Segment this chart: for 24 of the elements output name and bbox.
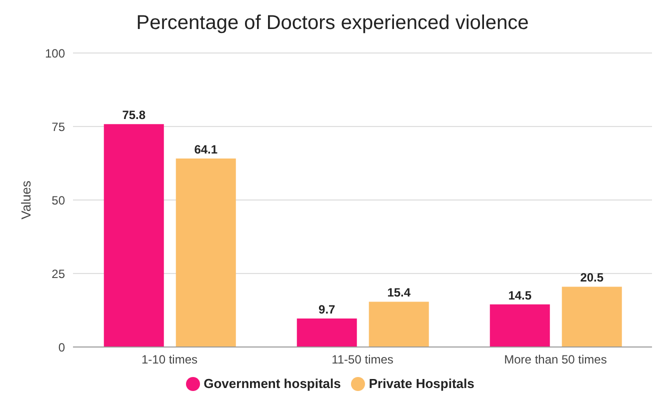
x-tick-label: More than 50 times (504, 352, 607, 367)
y-axis-title: Values (18, 180, 34, 220)
data-label: 15.4 (387, 286, 411, 300)
legend-label: Private Hospitals (368, 376, 474, 391)
bar (176, 158, 236, 347)
x-tick-label: 1-10 times (141, 352, 198, 367)
data-label: 20.5 (580, 270, 604, 285)
y-tick-label: 50 (52, 193, 66, 208)
y-tick-label: 100 (44, 46, 66, 60)
x-tick-label: 11-50 times (332, 352, 394, 367)
bar (490, 304, 550, 347)
data-label: 9.7 (318, 302, 336, 316)
legend-label: Government hospitals (204, 376, 341, 391)
data-label: 75.8 (122, 108, 146, 122)
chart-title: Percentage of Doctors experienced violence (135, 11, 530, 36)
bar (368, 302, 429, 347)
y-tick-label: 75 (52, 120, 66, 134)
data-label: 14.5 (508, 288, 532, 302)
bar (104, 124, 164, 347)
y-tick-label: 25 (52, 266, 66, 281)
bar (562, 286, 622, 347)
data-label: 64.1 (194, 142, 218, 157)
bar (296, 318, 357, 347)
y-tick-label: 0 (58, 340, 66, 354)
